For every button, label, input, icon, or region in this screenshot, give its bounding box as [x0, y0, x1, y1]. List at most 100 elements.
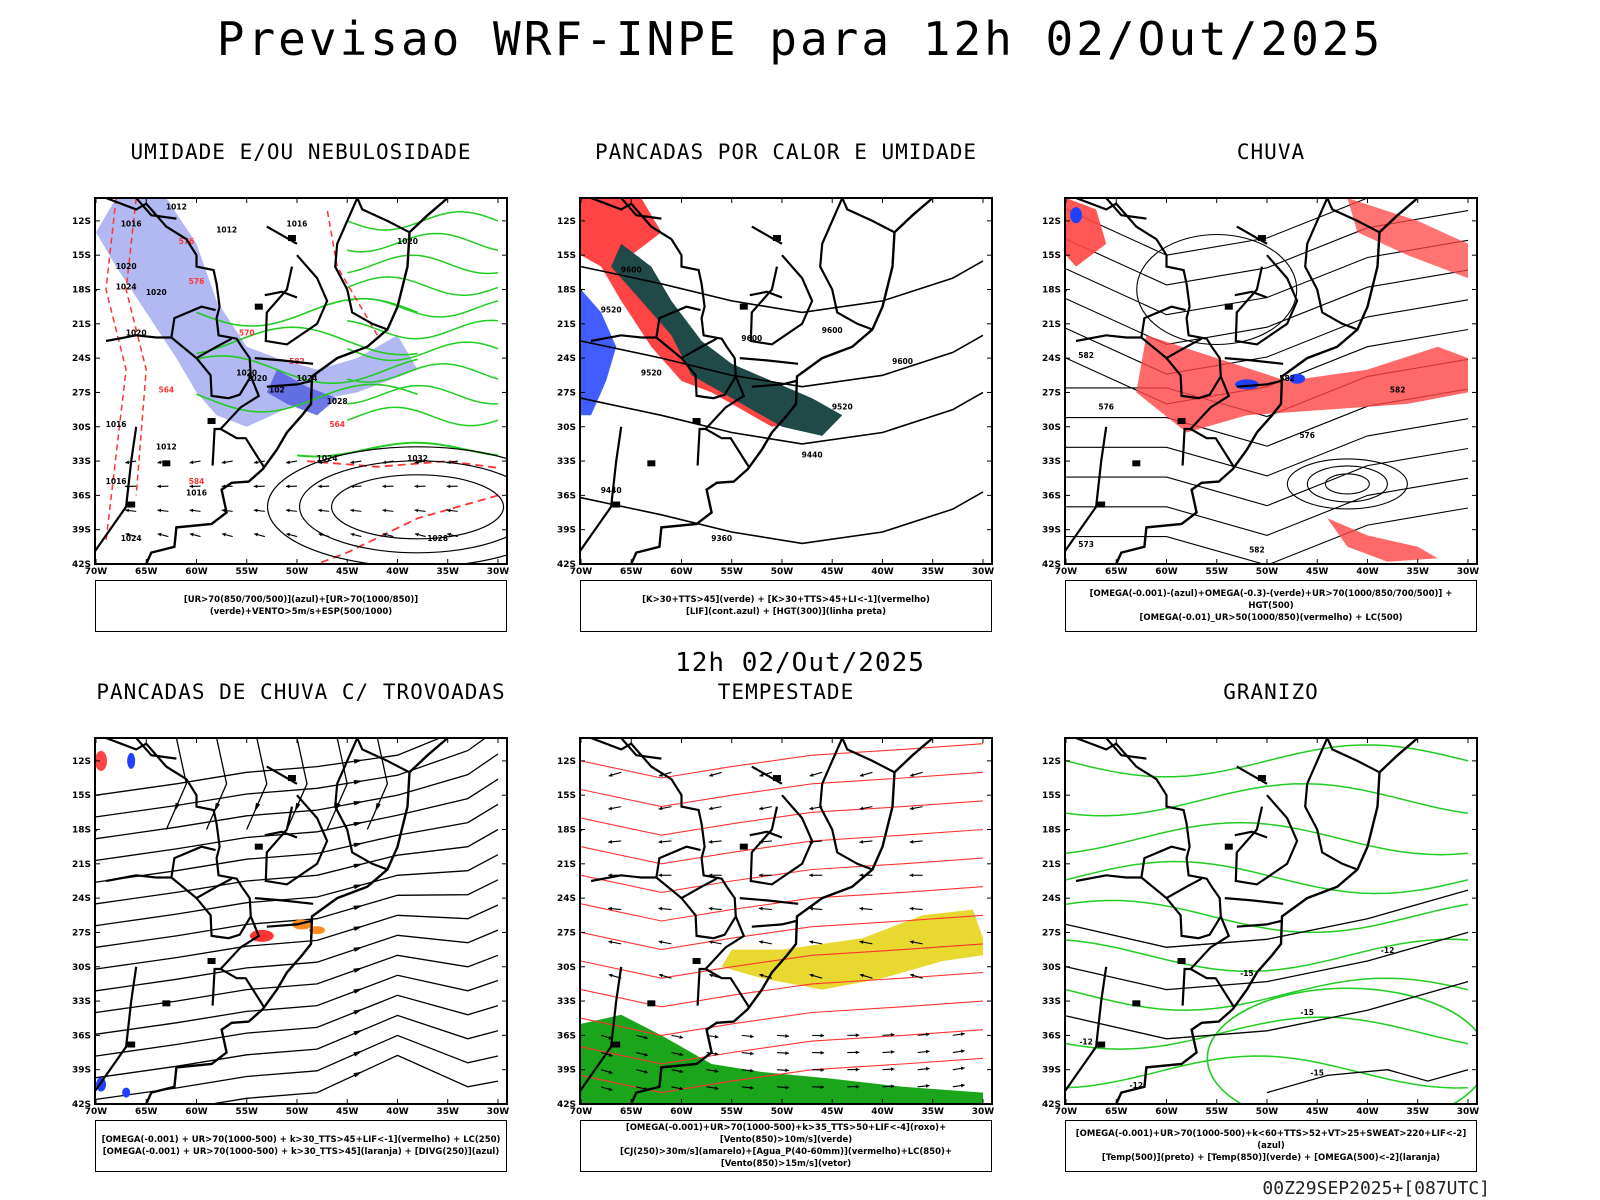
lat-label: 18S [72, 286, 91, 296]
lat-label: 39S [72, 526, 91, 536]
country-border [751, 919, 797, 928]
lon-label: 35W [436, 567, 459, 577]
country-border [696, 967, 706, 1006]
country-border [1304, 738, 1358, 871]
streamline [95, 854, 499, 927]
wind-vector-head [382, 460, 387, 465]
wind-vector-head [960, 1032, 965, 1036]
streamline-arrowhead [353, 905, 364, 911]
country-border [356, 738, 411, 774]
streamline [1065, 269, 1469, 345]
country-border [264, 794, 329, 886]
run-timestamp: 00Z29SEP2025+[087UTC] [1262, 1178, 1490, 1199]
country-border [135, 738, 177, 760]
contour-label: 1020 [236, 368, 257, 377]
map-frame [1064, 737, 1478, 1105]
country-border [819, 738, 873, 871]
wind-vector-head [608, 839, 612, 844]
lon-label: 70W [570, 1107, 593, 1117]
lon-label: 45W [821, 567, 844, 577]
wind-vector-head [708, 906, 713, 911]
panel-title: PANCADAS POR CALOR E UMIDADE [594, 140, 977, 164]
lat-label: 27S [72, 928, 91, 938]
jet-fill-yellow [721, 909, 983, 990]
country-border [1326, 198, 1381, 234]
lake-mark [739, 843, 748, 850]
streamline [95, 954, 499, 1014]
contour-label: 9520 [601, 305, 622, 314]
legend-box: [OMEGA(-0.001)-(azul)+OMEGA(-0.3)-(verde… [1065, 580, 1477, 632]
contour-label: 1020 [146, 288, 167, 297]
lon-label: 45W [1306, 567, 1329, 577]
wind-vector-head [253, 508, 258, 513]
contour-label: 1020 [246, 374, 267, 383]
lake-mark [612, 1041, 621, 1048]
country-border [135, 198, 177, 220]
lat-label: 42S [72, 1100, 91, 1110]
divergence-blue [122, 1087, 131, 1098]
lat-label: 15S [1042, 791, 1061, 801]
lon-label: 60W [185, 567, 208, 577]
wind-vector-head [157, 460, 162, 465]
lake-mark [1097, 501, 1106, 508]
lon-label: 40W [871, 1107, 894, 1117]
country-border [580, 426, 623, 554]
wind-vector-head [658, 873, 662, 878]
lat-label: 21S [72, 320, 91, 330]
lat-label: 36S [72, 491, 91, 501]
country-border [749, 830, 783, 839]
humidity-contour-green [347, 363, 499, 383]
streamline-arrowhead [353, 926, 363, 932]
streamline [205, 738, 228, 830]
contour-label: -15 [1310, 1068, 1324, 1077]
streamline [165, 738, 188, 830]
wind-vector-head [925, 1084, 930, 1088]
wind-vector-head [253, 460, 258, 465]
lon-label: 35W [436, 1107, 459, 1117]
lake-mark [647, 1000, 656, 1007]
wind-vector-head [909, 873, 914, 878]
lat-label: 39S [72, 1066, 91, 1076]
wind-vector-head [414, 460, 419, 465]
humidity-contour-green [346, 406, 499, 427]
lat-label: 24S [1042, 894, 1061, 904]
lat-label: 30S [72, 423, 91, 433]
lon-label: 40W [386, 567, 409, 577]
instability-fill-teal [611, 243, 843, 436]
contour-label: 1024 [116, 283, 137, 292]
lat-label: 12S [1042, 757, 1061, 767]
lon-label: 35W [1406, 567, 1429, 577]
isobar [330, 474, 505, 540]
lake-mark [207, 418, 216, 425]
streamline-arrowhead [353, 759, 364, 764]
legend-line: [Temp(500)](preto) + [Temp(850)](verde) … [1101, 1153, 1441, 1163]
wind-vector-head [809, 806, 814, 811]
lat-label: 18S [557, 826, 576, 836]
contour-label: 9440 [802, 451, 823, 460]
map-content: 582 582 576 576 573 582 582 [1065, 198, 1469, 564]
lat-label: 12S [72, 757, 91, 767]
lon-label: 60W [670, 1107, 693, 1117]
lon-label: 30W [487, 1107, 510, 1117]
wind-vector-head [189, 460, 194, 465]
contour-label: 1028 [427, 534, 448, 543]
lon-label: 45W [336, 567, 359, 577]
country-border [1105, 738, 1147, 760]
streamline [1066, 507, 1469, 564]
thickness-contour [306, 460, 499, 469]
lake-mark [739, 303, 748, 310]
country-border [264, 290, 298, 299]
vortex-contour [1136, 233, 1298, 346]
wind-vector-head [221, 508, 226, 513]
wind-vector-head [820, 1050, 825, 1055]
country-border [1234, 254, 1299, 346]
wind-vector-head [644, 1052, 648, 1057]
lc850-contour [580, 1029, 984, 1065]
wind-vector-head [350, 508, 355, 513]
country-border [680, 337, 718, 360]
wind-vector-head [318, 484, 322, 489]
lat-label: 42S [557, 560, 576, 570]
wind-vector-head [414, 484, 419, 489]
wind-vector-head [709, 773, 714, 777]
